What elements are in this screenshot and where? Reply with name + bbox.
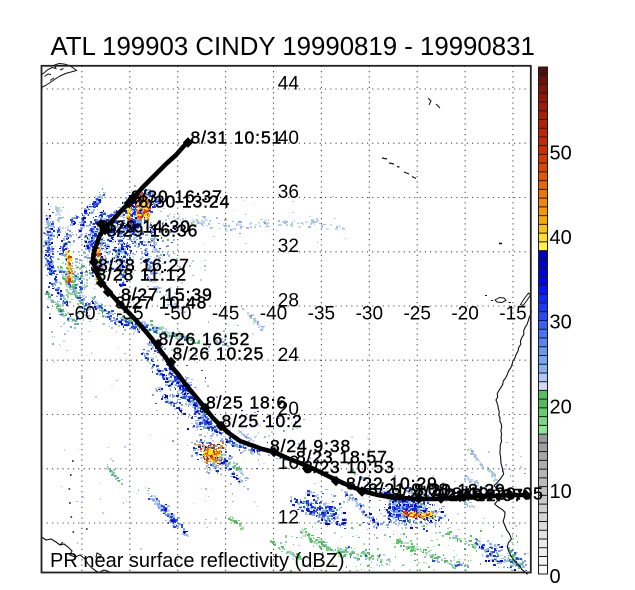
svg-text:8/25 10:2: 8/25 10:2 [222, 411, 303, 431]
svg-text:8/22 10:29: 8/22 10:29 [346, 474, 438, 494]
svg-text:50: 50 [550, 142, 572, 164]
svg-text:-35: -35 [308, 303, 335, 324]
svg-text:30: 30 [550, 312, 572, 334]
svg-text:8/28 16:27: 8/28 16:27 [98, 255, 190, 275]
svg-text:8/25 18:6: 8/25 18:6 [206, 393, 287, 413]
svg-text:8/30 16:37: 8/30 16:37 [131, 187, 223, 207]
svg-text:12: 12 [278, 508, 299, 529]
svg-text:0: 0 [550, 566, 561, 588]
svg-text:44: 44 [278, 74, 300, 95]
svg-text:20: 20 [550, 396, 572, 418]
svg-text:-45: -45 [212, 303, 239, 324]
svg-text:8/29 16:36: 8/29 16:36 [107, 221, 199, 241]
svg-text:8/21 9:08: 8/21 9:08 [368, 480, 449, 500]
svg-text:-30: -30 [356, 303, 383, 324]
svg-text:8/28 11:12: 8/28 11:12 [97, 265, 187, 285]
svg-text:8/20 12:48: 8/20 12:48 [391, 485, 483, 505]
svg-text:16: 16 [278, 453, 299, 474]
svg-text:8/19 12:07: 8/19 12:07 [432, 485, 524, 505]
svg-text:8/26 16:52: 8/26 16:52 [159, 329, 251, 349]
svg-text:8/23 18:57: 8/23 18:57 [296, 447, 388, 467]
svg-text:ATL 199903 CINDY 19990819 - 19: ATL 199903 CINDY 19990819 - 19990831 [51, 33, 535, 61]
svg-text:8/24 9:38: 8/24 9:38 [270, 436, 351, 456]
svg-text:PR near surface reflectivity (: PR near surface reflectivity (dBZ) [50, 550, 345, 572]
svg-text:8/23 10:53: 8/23 10:53 [303, 457, 395, 477]
svg-text:8/31 10:51: 8/31 10:51 [191, 128, 283, 148]
svg-text:-25: -25 [403, 303, 430, 324]
svg-text:-15: -15 [499, 303, 526, 324]
svg-text:8/20 18:39: 8/20 18:39 [414, 480, 506, 500]
svg-text:-55: -55 [116, 303, 143, 324]
svg-text:-60: -60 [68, 303, 95, 324]
svg-text:32: 32 [278, 236, 299, 257]
svg-text:10: 10 [550, 481, 572, 503]
svg-text:8/29 14:30: 8/29 14:30 [99, 217, 191, 237]
svg-text:-20: -20 [451, 303, 478, 324]
svg-text:40: 40 [550, 227, 572, 249]
svg-text:28: 28 [278, 291, 299, 312]
svg-text:8/27 15:39: 8/27 15:39 [121, 285, 213, 305]
svg-text:8/26 10:25: 8/26 10:25 [173, 344, 265, 364]
svg-text:-40: -40 [260, 303, 287, 324]
svg-text:-50: -50 [164, 303, 191, 324]
svg-text:24: 24 [278, 345, 300, 366]
svg-text:36: 36 [278, 182, 299, 203]
svg-text:8/19 20:05: 8/19 20:05 [452, 484, 544, 504]
svg-text:40: 40 [278, 128, 299, 149]
svg-text:8/27 10:48: 8/27 10:48 [116, 293, 208, 313]
svg-text:20: 20 [278, 399, 299, 420]
svg-text:8/30 13:24: 8/30 13:24 [139, 192, 231, 212]
